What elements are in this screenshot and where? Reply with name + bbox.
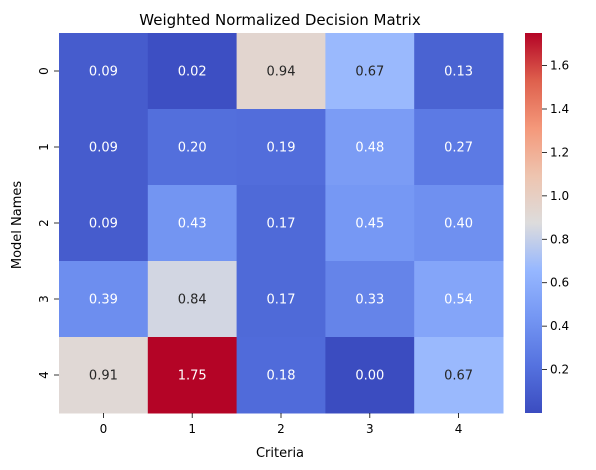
heatmap-cell	[147, 337, 238, 414]
cell-value-label: 0.27	[444, 141, 473, 156]
y-tick-label: 2	[37, 219, 51, 227]
heatmap-cell	[414, 337, 504, 414]
x-tick-label: 3	[366, 422, 374, 436]
x-axis-label: Criteria	[256, 446, 304, 461]
cell-value-label: 0.09	[89, 141, 118, 156]
heatmap-cell	[147, 185, 238, 262]
cell-value-label: 0.09	[89, 65, 118, 80]
cell-value-label: 0.91	[89, 369, 118, 384]
colorbar-tick-label: 0.6	[550, 276, 569, 290]
heatmap-cell	[59, 33, 149, 110]
cell-value-label: 0.67	[444, 369, 473, 384]
cell-value-label: 0.39	[89, 293, 118, 308]
heatmap-cell	[414, 109, 504, 186]
x-axis-ticks: 0 1 2 3 4	[100, 413, 463, 436]
heatmap-cell	[414, 33, 504, 110]
cell-value-label: 0.54	[444, 293, 473, 308]
heatmap-cell	[59, 337, 149, 414]
cell-value-label: 0.84	[178, 293, 207, 308]
colorbar-tick-label: 1.4	[550, 102, 569, 116]
y-tick-label: 0	[37, 67, 51, 75]
cell-value-label: 0.20	[178, 141, 207, 156]
cell-value-label: 0.02	[178, 65, 207, 80]
heatmap-cell	[236, 261, 326, 338]
colorbar-tick-label: 0.4	[550, 319, 569, 333]
heatmap-cell	[236, 337, 326, 414]
cell-value-label: 0.09	[89, 217, 118, 232]
cell-value-label: 0.13	[444, 65, 473, 80]
heatmap-cell	[59, 185, 149, 262]
heatmap-cell	[414, 185, 504, 262]
heatmap-cell	[414, 261, 504, 338]
colorbar-tick-label: 1.6	[550, 59, 569, 73]
colorbar-tick-label: 1.2	[550, 145, 569, 159]
cell-value-label: 0.17	[267, 217, 296, 232]
heatmap-cell	[325, 261, 415, 338]
cell-value-label: 0.33	[355, 293, 384, 308]
x-tick-label: 2	[277, 422, 285, 436]
heatmap-cell	[59, 261, 149, 338]
cell-value-label: 0.94	[267, 65, 296, 80]
y-tick-label: 3	[37, 295, 51, 303]
cell-value-label: 0.19	[267, 141, 296, 156]
heatmap-cell	[147, 109, 238, 186]
chart-title: Weighted Normalized Decision Matrix	[139, 11, 421, 29]
heatmap-cells: 0.09 0.02 0.94 0.67 0.13 0.09 0.20 0.19 0.48 0.27…	[59, 33, 504, 414]
heatmap-cell	[236, 185, 326, 262]
heatmap-cell	[325, 109, 415, 186]
colorbar-gradient	[525, 33, 542, 413]
colorbar-tick-label: 0.2	[550, 363, 569, 377]
heatmap-cell	[147, 33, 238, 110]
cell-value-label: 0.18	[267, 369, 296, 384]
y-tick-label: 4	[37, 371, 51, 379]
heatmap-cell	[325, 337, 415, 414]
x-tick-label: 4	[455, 422, 463, 436]
cell-value-label: 0.48	[355, 141, 384, 156]
x-tick-label: 0	[100, 422, 108, 436]
cell-value-label: 0.43	[178, 217, 207, 232]
x-tick-label: 1	[188, 422, 196, 436]
heatmap-cell	[325, 185, 415, 262]
y-axis-label: Model Names	[10, 181, 25, 270]
heatmap-cell	[59, 109, 149, 186]
heatmap-cell	[236, 33, 326, 110]
y-tick-label: 1	[37, 143, 51, 151]
heatmap-cell	[147, 261, 238, 338]
heatmap-cell	[325, 33, 415, 110]
y-axis-ticks: 0 1 2 3 4	[37, 67, 59, 379]
cell-value-label: 0.67	[355, 65, 384, 80]
colorbar-tick-label: 0.8	[550, 232, 569, 246]
cell-value-label: 1.75	[178, 369, 207, 384]
cell-value-label: 0.45	[355, 217, 384, 232]
cell-value-label: 0.17	[267, 293, 296, 308]
cell-value-label: 0.40	[444, 217, 473, 232]
heatmap-cell	[236, 109, 326, 186]
cell-value-label: 0.00	[355, 369, 384, 384]
colorbar: 0.2 0.4 0.6 0.8 1.0 1.2 1.4 1.6	[525, 33, 569, 413]
colorbar-tick-label: 1.0	[550, 189, 569, 203]
